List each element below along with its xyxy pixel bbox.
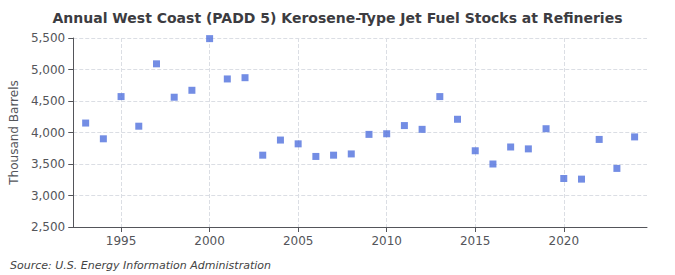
svg-text:3,000: 3,000 [31, 189, 65, 203]
svg-text:2,500: 2,500 [31, 220, 65, 234]
svg-text:Thousand Barrels: Thousand Barrels [7, 80, 21, 185]
svg-text:2005: 2005 [283, 234, 314, 248]
svg-text:2015: 2015 [460, 234, 491, 248]
svg-text:Source: U.S. Energy Informatio: Source: U.S. Energy Information Administ… [10, 259, 271, 272]
svg-text:1995: 1995 [106, 234, 137, 248]
svg-text:Annual West Coast (PADD 5) Ker: Annual West Coast (PADD 5) Kerosene-Type… [53, 10, 623, 26]
svg-text:2020: 2020 [548, 234, 579, 248]
svg-text:2000: 2000 [194, 234, 225, 248]
svg-text:4,500: 4,500 [31, 94, 65, 108]
svg-text:5,500: 5,500 [31, 31, 65, 45]
svg-text:2010: 2010 [371, 234, 402, 248]
svg-text:4,000: 4,000 [31, 126, 65, 140]
svg-text:3,500: 3,500 [31, 157, 65, 171]
svg-text:5,000: 5,000 [31, 63, 65, 77]
